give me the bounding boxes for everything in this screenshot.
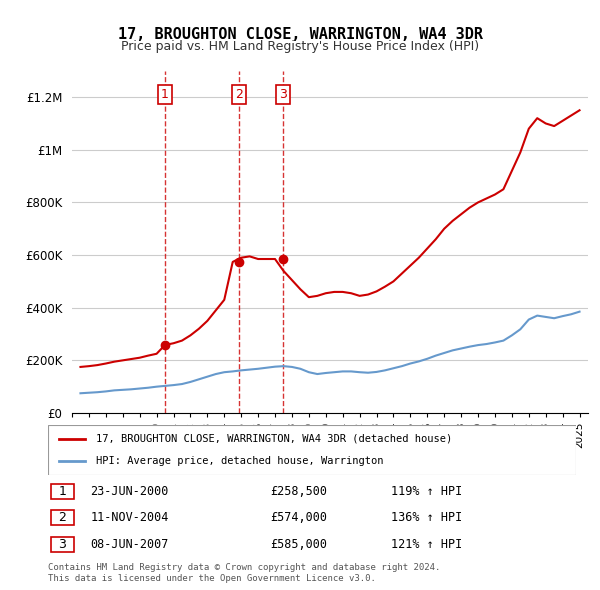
Text: 3: 3 <box>278 88 287 101</box>
Text: 121% ↑ HPI: 121% ↑ HPI <box>391 537 463 551</box>
Text: £574,000: £574,000 <box>270 511 327 525</box>
Text: 08-JUN-2007: 08-JUN-2007 <box>90 537 169 551</box>
Text: £585,000: £585,000 <box>270 537 327 551</box>
Text: 23-JUN-2000: 23-JUN-2000 <box>90 484 169 498</box>
Text: 3: 3 <box>58 537 66 551</box>
FancyBboxPatch shape <box>50 484 74 499</box>
Text: 2: 2 <box>235 88 242 101</box>
Text: 17, BROUGHTON CLOSE, WARRINGTON, WA4 3DR (detached house): 17, BROUGHTON CLOSE, WARRINGTON, WA4 3DR… <box>95 434 452 444</box>
FancyBboxPatch shape <box>50 537 74 552</box>
Text: 136% ↑ HPI: 136% ↑ HPI <box>391 511 463 525</box>
Text: Price paid vs. HM Land Registry's House Price Index (HPI): Price paid vs. HM Land Registry's House … <box>121 40 479 53</box>
Text: 2: 2 <box>58 511 66 525</box>
Text: 1: 1 <box>58 484 66 498</box>
Text: 11-NOV-2004: 11-NOV-2004 <box>90 511 169 525</box>
Text: 119% ↑ HPI: 119% ↑ HPI <box>391 484 463 498</box>
FancyBboxPatch shape <box>48 425 576 475</box>
Text: £258,500: £258,500 <box>270 484 327 498</box>
FancyBboxPatch shape <box>50 510 74 525</box>
Text: 1: 1 <box>161 88 169 101</box>
Text: 17, BROUGHTON CLOSE, WARRINGTON, WA4 3DR: 17, BROUGHTON CLOSE, WARRINGTON, WA4 3DR <box>118 27 482 41</box>
Text: HPI: Average price, detached house, Warrington: HPI: Average price, detached house, Warr… <box>95 456 383 466</box>
Text: Contains HM Land Registry data © Crown copyright and database right 2024.
This d: Contains HM Land Registry data © Crown c… <box>48 563 440 583</box>
